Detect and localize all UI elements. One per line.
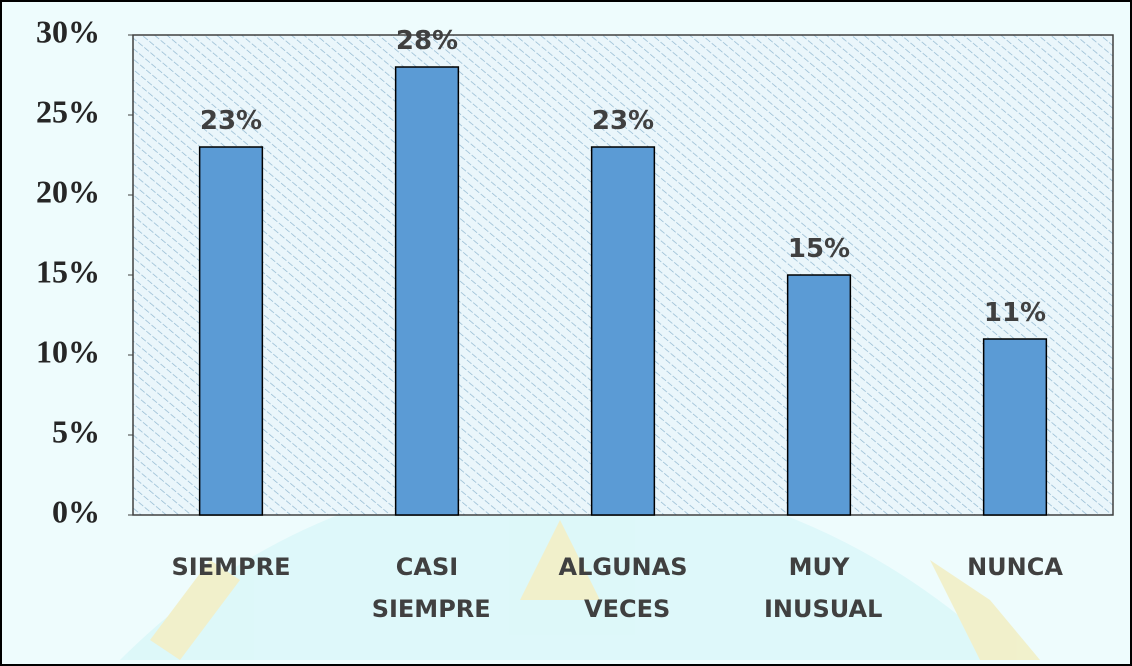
x-tick-label: ALGUNAS VECES	[559, 553, 688, 623]
y-tick-label: 15%	[36, 253, 100, 289]
bar	[786, 274, 852, 516]
x-tick-label: SIEMPRE	[172, 553, 291, 581]
y-tick-label: 20%	[36, 173, 100, 209]
value-label: 23%	[200, 106, 262, 136]
bar	[590, 146, 656, 516]
value-label: 11%	[984, 298, 1046, 328]
y-tick-label: 5%	[52, 413, 100, 449]
y-tick-label: 25%	[36, 93, 100, 129]
value-label: 15%	[788, 234, 850, 264]
watermark	[120, 470, 1040, 660]
bar	[394, 66, 460, 516]
x-tick-label: MUY INUSUAL	[756, 553, 883, 623]
y-tick-label: 0%	[52, 493, 100, 529]
y-tick-label: 10%	[36, 333, 100, 369]
y-tick-label: 30%	[36, 13, 100, 49]
x-tick-label: NUNCA	[967, 553, 1063, 581]
bar	[198, 146, 264, 516]
value-label: 23%	[592, 106, 654, 136]
value-label: 28%	[396, 26, 458, 56]
x-tick-label: CASI SIEMPRE	[363, 553, 490, 623]
bar	[982, 338, 1048, 516]
